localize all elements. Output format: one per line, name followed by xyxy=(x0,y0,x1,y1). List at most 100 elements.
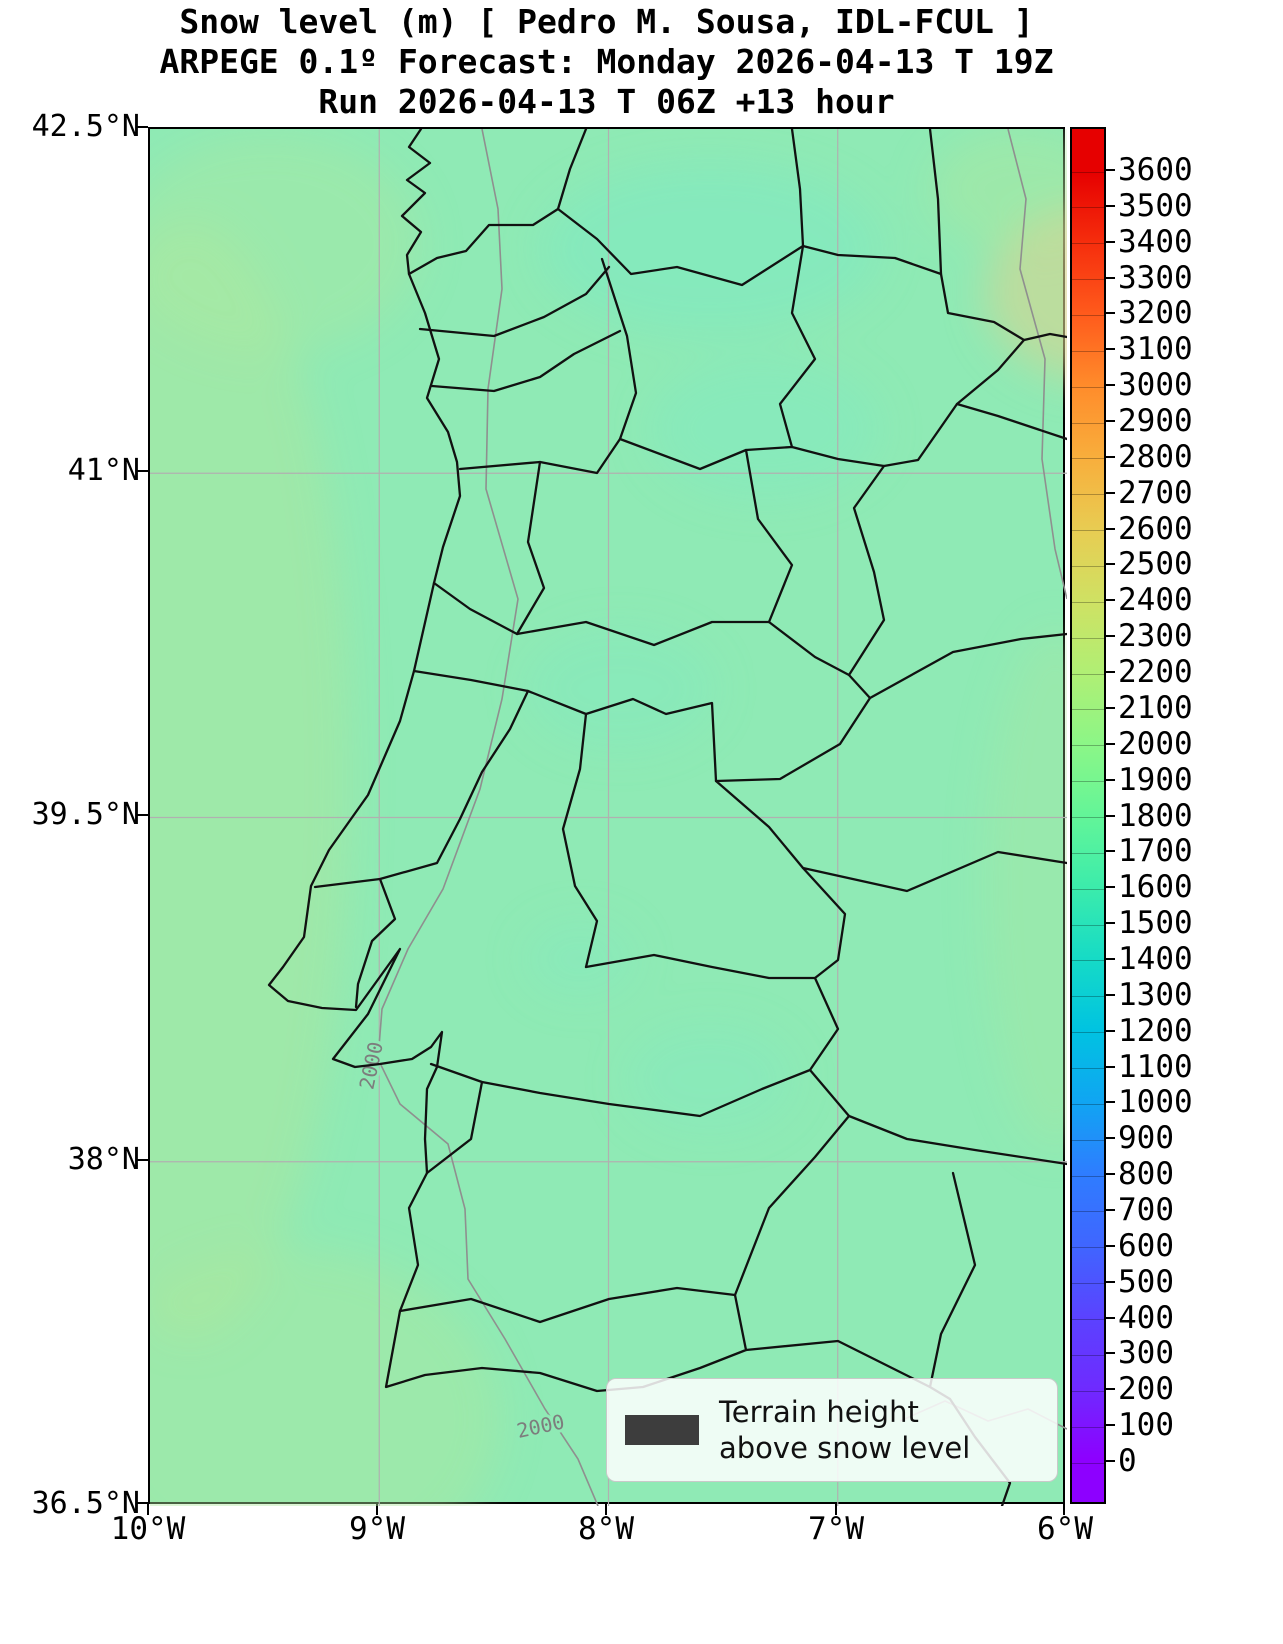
colorbar-tick-label: 2600 xyxy=(1118,510,1193,547)
colorbar-tick-mark xyxy=(1106,1029,1115,1032)
colorbar-tick-mark xyxy=(1106,169,1115,171)
colorbar-tick-mark xyxy=(1106,886,1115,889)
colorbar-tick-label: 1400 xyxy=(1118,940,1193,977)
colorbar-segment-divider xyxy=(1072,601,1104,603)
x-tick-mark xyxy=(1063,1504,1065,1515)
legend-label: Terrain height above snow level xyxy=(719,1394,970,1466)
colorbar xyxy=(1070,127,1106,1504)
legend-label-line-1: Terrain height xyxy=(719,1395,919,1429)
colorbar-segment-divider xyxy=(1072,888,1104,890)
x-tick-label: 8°W xyxy=(578,1511,634,1547)
title-line-2: ARPEGE 0.1º Forecast: Monday 2026-04-13 … xyxy=(159,42,1054,81)
colorbar-tick-mark xyxy=(1106,671,1115,674)
colorbar-tick-mark xyxy=(1106,706,1115,709)
colorbar-tick-mark xyxy=(1106,491,1115,494)
colorbar-segment-divider xyxy=(1072,565,1104,567)
gridlines xyxy=(150,129,1067,1506)
colorbar-tick-mark xyxy=(1106,420,1115,423)
x-tick-label: 7°W xyxy=(808,1511,864,1547)
galicia-coastline xyxy=(400,129,432,276)
country-and-district-borders xyxy=(267,129,1067,1506)
colorbar-segment-divider xyxy=(1072,673,1104,675)
y-tick-label: 39.5°N xyxy=(31,797,140,832)
colorbar-gradient xyxy=(1072,129,1104,1502)
colorbar-segment-divider xyxy=(1072,1103,1104,1105)
colorbar-tick-label: 3500 xyxy=(1118,187,1193,224)
map-area: 2000 2000 xyxy=(148,127,1067,1506)
colorbar-tick-mark xyxy=(1106,1244,1115,1247)
colorbar-tick-mark xyxy=(1106,814,1115,817)
colorbar-segment-divider xyxy=(1072,1462,1104,1464)
colorbar-tick-mark xyxy=(1106,1316,1115,1319)
y-tick-mark xyxy=(137,814,148,816)
colorbar-tick-label: 2900 xyxy=(1118,403,1193,440)
y-tick-mark xyxy=(137,126,148,128)
colorbar-tick-label: 2500 xyxy=(1118,546,1193,583)
colorbar-tick-mark xyxy=(1106,1065,1115,1068)
colorbar-segment-divider xyxy=(1072,422,1104,424)
colorbar-tick-label: 2000 xyxy=(1118,725,1193,762)
colorbar-segment-divider xyxy=(1072,1211,1104,1213)
legend-label-line-2: above snow level xyxy=(719,1431,971,1465)
colorbar-segment-divider xyxy=(1072,817,1104,818)
colorbar-segment-divider xyxy=(1072,1319,1104,1321)
colorbar-tick-mark xyxy=(1106,1101,1115,1104)
colorbar-tick-mark xyxy=(1106,384,1115,387)
title-line-1: Snow level (m) [ Pedro M. Sousa, IDL-FCU… xyxy=(179,2,1034,41)
colorbar-tick-mark xyxy=(1106,922,1115,925)
colorbar-segment-divider xyxy=(1072,996,1104,998)
colorbar-tick-mark xyxy=(1106,957,1115,960)
colorbar-segment-divider xyxy=(1072,1426,1104,1428)
field-patches xyxy=(150,129,1067,1506)
colorbar-tick-label: 1300 xyxy=(1118,976,1193,1013)
y-tick-label: 38°N xyxy=(67,1142,140,1177)
colorbar-tick-label: 500 xyxy=(1118,1263,1174,1300)
y-tick-mark xyxy=(137,470,148,472)
colorbar-tick-label: 2700 xyxy=(1118,474,1193,511)
colorbar-tick-label: 2100 xyxy=(1118,689,1193,726)
colorbar-segment-divider xyxy=(1072,637,1104,639)
colorbar-tick-label: 900 xyxy=(1118,1120,1174,1157)
x-tick-mark xyxy=(835,1504,837,1515)
colorbar-segment-divider xyxy=(1072,386,1104,388)
x-tick-label: 6°W xyxy=(1037,1511,1093,1547)
colorbar-tick-label: 700 xyxy=(1118,1191,1174,1228)
colorbar-tick-mark xyxy=(1106,742,1115,745)
colorbar-tick-label: 3000 xyxy=(1118,367,1193,404)
colorbar-tick-mark xyxy=(1106,527,1115,530)
colorbar-segment-divider xyxy=(1072,1139,1104,1141)
colorbar-tick-label: 800 xyxy=(1118,1156,1174,1193)
colorbar-tick-mark xyxy=(1106,850,1115,853)
map-canvas: 2000 2000 xyxy=(150,129,1067,1506)
colorbar-tick-mark xyxy=(1106,1424,1115,1427)
colorbar-segment-divider xyxy=(1072,924,1104,926)
colorbar-tick-mark xyxy=(1106,312,1115,315)
colorbar-segment-divider xyxy=(1072,530,1104,532)
colorbar-segment-divider xyxy=(1072,171,1104,173)
colorbar-tick-label: 400 xyxy=(1118,1299,1174,1336)
portugal-outline xyxy=(267,207,1026,1393)
colorbar-segment-divider xyxy=(1072,1175,1104,1177)
y-tick-label: 42.5°N xyxy=(31,109,140,144)
colorbar-tick-label: 300 xyxy=(1118,1335,1174,1372)
colorbar-tick-mark xyxy=(1106,240,1115,243)
colorbar-tick-mark xyxy=(1106,563,1115,566)
colorbar-tick-label: 3100 xyxy=(1118,331,1193,368)
colorbar-tick-mark xyxy=(1106,1388,1115,1391)
colorbar-tick-label: 600 xyxy=(1118,1227,1174,1264)
colorbar-segment-divider xyxy=(1072,781,1104,783)
colorbar-tick-label: 1100 xyxy=(1118,1048,1193,1085)
colorbar-tick-mark xyxy=(1106,1137,1115,1140)
colorbar-segment-divider xyxy=(1072,1032,1104,1034)
colorbar-tick-mark xyxy=(1106,993,1115,996)
colorbar-tick-mark xyxy=(1106,635,1115,638)
colorbar-segment-divider xyxy=(1072,1247,1104,1249)
colorbar-tick-mark xyxy=(1106,1208,1115,1211)
x-tick-mark xyxy=(605,1504,607,1515)
colorbar-tick-label: 1000 xyxy=(1118,1084,1193,1121)
colorbar-tick-label: 1500 xyxy=(1118,905,1193,942)
colorbar-tick-label: 1200 xyxy=(1118,1012,1193,1049)
legend-swatch xyxy=(625,1415,699,1445)
colorbar-tick-label: 3600 xyxy=(1118,152,1193,188)
